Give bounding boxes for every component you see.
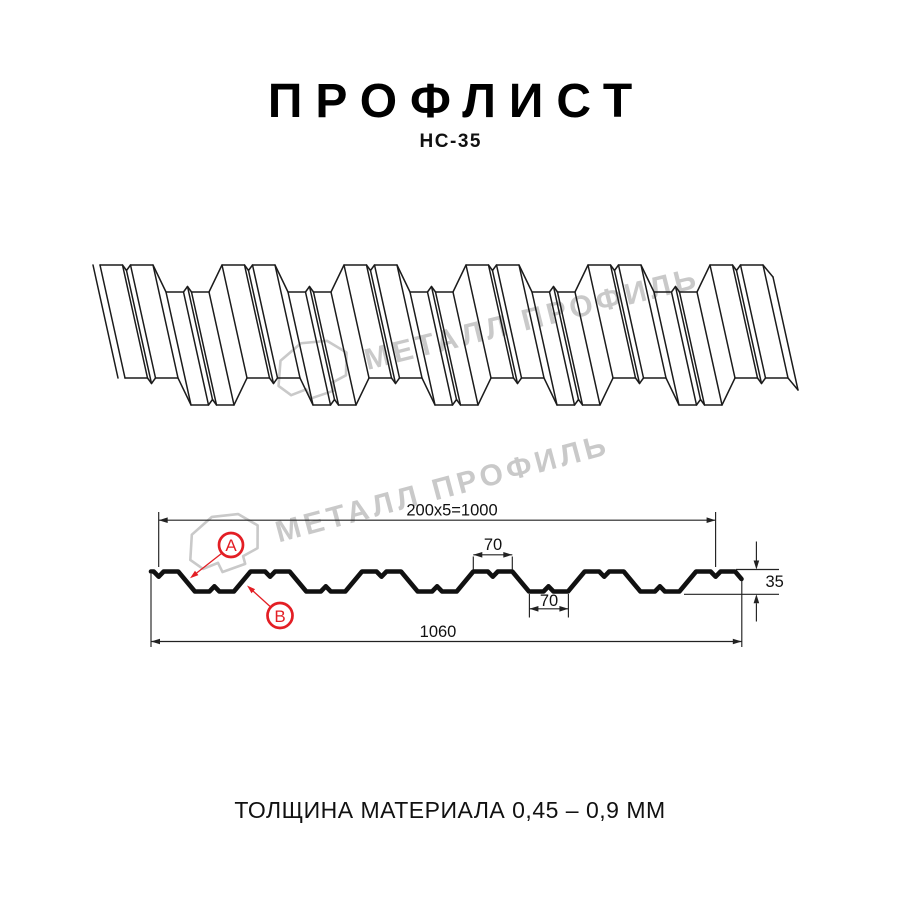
dimension-label: 200x5=1000: [406, 502, 497, 520]
page-title: ПРОФЛИСТ: [267, 75, 646, 128]
side-a-label: А: [225, 536, 237, 555]
dimension-coverage-width: 200x5=1000: [158, 502, 717, 567]
profile-cross-section: [148, 569, 744, 594]
dimensions: 200x5=1000 1060 70 70: [150, 502, 784, 647]
metall-profil-logo-icon: [189, 512, 259, 574]
thickness-note: ТОЛЩИНА МАТЕРИАЛА 0,45 – 0,9 ММ: [234, 797, 666, 823]
dimension-valley-width: 70: [528, 592, 569, 618]
watermark-bottom: МЕТАЛЛ ПРОФИЛЬ: [189, 428, 613, 574]
dimension-label: 1060: [420, 623, 457, 641]
profile-sheet-3d-drawing: [92, 264, 799, 406]
side-b-label: В: [274, 607, 285, 626]
watermark-text: МЕТАЛЛ ПРОФИЛЬ: [272, 428, 613, 549]
dimension-label: 70: [540, 592, 558, 610]
dimension-label: 35: [766, 573, 784, 591]
metall-profil-logo-icon: [277, 339, 348, 400]
watermark-text: МЕТАЛЛ ПРОФИЛЬ: [361, 261, 703, 376]
dimension-overall-width: 1060: [150, 574, 743, 647]
dimension-profile-height: 35: [684, 541, 784, 622]
side-annotations: А В: [190, 531, 294, 630]
dimension-label: 70: [484, 536, 502, 554]
dimension-crest-width: 70: [472, 536, 513, 570]
side-a-marker: А: [190, 531, 245, 579]
side-b-marker: В: [247, 585, 294, 630]
product-code: НС-35: [419, 131, 482, 152]
